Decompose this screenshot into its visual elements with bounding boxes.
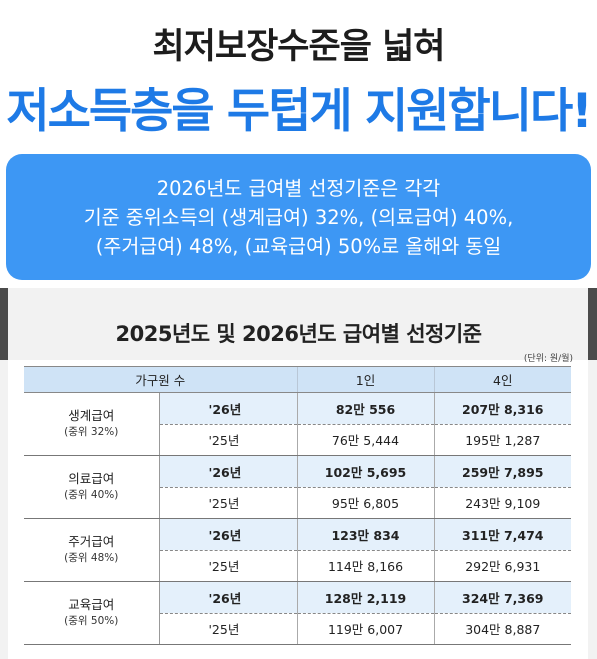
value-4-person: 259만 7,895: [433, 455, 571, 488]
benefit-ratio: (중위 40%): [64, 489, 119, 501]
benefit-name: 의료급여: [68, 471, 115, 486]
table-row: 의료급여 (중위 40%) '26년 102만 5,695 259만 7,895: [24, 455, 571, 519]
value-1-person: 82만 556: [296, 392, 434, 425]
benefit-name: 생계급여: [68, 408, 115, 423]
callout-line: 기준 중위소득의 (생계급여) 32%, (의료급여) 40%,: [83, 206, 514, 229]
table-row: '25년 76만 5,444 195만 1,287: [24, 424, 571, 456]
benefit-name: 주거급여: [68, 534, 115, 549]
year-cell: '25년: [159, 424, 297, 456]
value-4-person: 304만 8,887: [433, 613, 571, 645]
value-1-person: 128만 2,119: [296, 581, 434, 614]
value-1-person: 114만 8,166: [296, 550, 434, 582]
benefit-ratio: (중위 48%): [64, 552, 119, 564]
year-cell: '26년: [159, 518, 297, 551]
table-row: '25년 114만 8,166 292만 6,931: [24, 550, 571, 582]
unit-note: (단위: 원/월): [523, 354, 573, 364]
year-cell: '25년: [159, 550, 297, 582]
value-4-person: 243만 9,109: [433, 487, 571, 519]
value-4-person: 292만 6,931: [433, 550, 571, 582]
value-4-person: 195만 1,287: [433, 424, 571, 456]
value-1-person: 95만 6,805: [296, 487, 434, 519]
header-household-size: 가구원 수: [24, 366, 297, 393]
table-row: 생계급여 (중위 32%) '26년 82만 556 207만 8,316: [24, 392, 571, 456]
callout-line: (주거급여) 48%, (교육급여) 50%로 올해와 동일: [95, 235, 502, 258]
year-cell: '25년: [159, 613, 297, 645]
benefit-category: 주거급여 (중위 48%): [24, 518, 160, 582]
headline-line2: 저소득층을 두텁게 지원합니다!: [6, 84, 592, 139]
value-4-person: 324만 7,369: [433, 581, 571, 614]
table-title: 2025년도 및 2026년도 급여별 선정기준: [115, 322, 482, 346]
left-edge-bar: [0, 288, 8, 360]
year-cell: '26년: [159, 581, 297, 614]
benefit-category: 생계급여 (중위 32%): [24, 392, 160, 456]
table-row: 교육급여 (중위 50%) '26년 128만 2,119 324만 7,369: [24, 581, 571, 645]
value-1-person: 119만 6,007: [296, 613, 434, 645]
value-4-person: 207만 8,316: [433, 392, 571, 425]
benefit-category: 의료급여 (중위 40%): [24, 455, 160, 519]
callout-line: 2026년도 급여별 선정기준은 각각: [156, 177, 441, 200]
table-row: '25년 119만 6,007 304만 8,887: [24, 613, 571, 645]
table-header-row: 가구원 수 1인 4인: [24, 366, 571, 393]
benefit-ratio: (중위 50%): [64, 615, 119, 627]
value-1-person: 123만 834: [296, 518, 434, 551]
selection-criteria-table: 가구원 수 1인 4인 생계급여 (중위 32%) '26년 82만 556 20…: [24, 366, 571, 645]
benefit-ratio: (중위 32%): [64, 426, 119, 438]
headline-line1: 최저보장수준을 넓혀: [152, 27, 446, 67]
year-cell: '26년: [159, 392, 297, 425]
criteria-callout: 2026년도 급여별 선정기준은 각각 기준 중위소득의 (생계급여) 32%,…: [6, 154, 591, 280]
header-4-person: 4인: [433, 366, 571, 393]
value-4-person: 311만 7,474: [433, 518, 571, 551]
benefit-category: 교육급여 (중위 50%): [24, 581, 160, 645]
table-row: '25년 95만 6,805 243만 9,109: [24, 487, 571, 519]
value-1-person: 102만 5,695: [296, 455, 434, 488]
year-cell: '26년: [159, 455, 297, 488]
header-1-person: 1인: [296, 366, 434, 393]
value-1-person: 76만 5,444: [296, 424, 434, 456]
benefit-name: 교육급여: [68, 597, 115, 612]
right-edge-bar: [588, 288, 597, 360]
table-row: 주거급여 (중위 48%) '26년 123만 834 311만 7,474: [24, 518, 571, 582]
year-cell: '25년: [159, 487, 297, 519]
